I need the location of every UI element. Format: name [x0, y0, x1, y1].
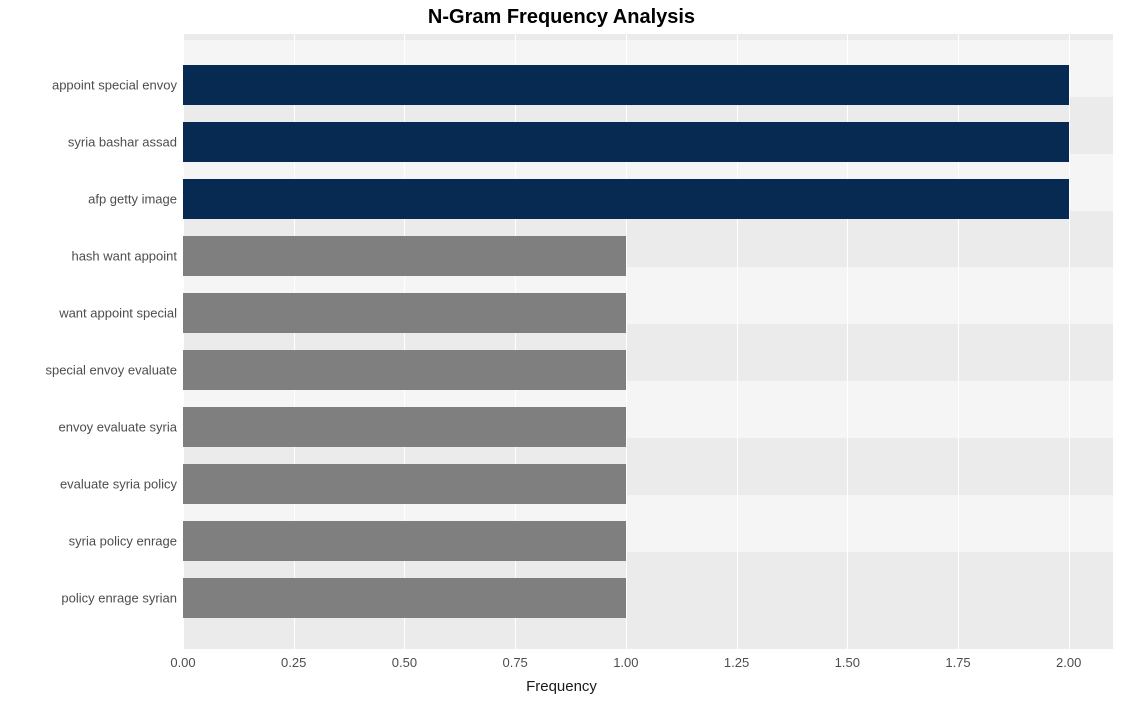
y-tick-label: want appoint special: [0, 306, 177, 321]
x-axis-title: Frequency: [0, 678, 1123, 695]
x-tick-label: 1.25: [724, 655, 749, 670]
x-tick-label: 0.75: [502, 655, 527, 670]
bar: [183, 179, 1069, 219]
bar: [183, 293, 626, 333]
x-tick-label: 1.00: [613, 655, 638, 670]
bar: [183, 464, 626, 504]
y-tick-label: special envoy evaluate: [0, 362, 177, 377]
bar: [183, 578, 626, 618]
bar: [183, 521, 626, 561]
chart-title: N-Gram Frequency Analysis: [0, 6, 1123, 29]
ngram-frequency-chart: N-Gram Frequency Analysis Frequency appo…: [0, 0, 1123, 701]
y-tick-label: syria policy enrage: [0, 533, 177, 548]
y-tick-label: policy enrage syrian: [0, 590, 177, 605]
bar: [183, 407, 626, 447]
x-tick-label: 0.50: [392, 655, 417, 670]
y-tick-label: evaluate syria policy: [0, 476, 177, 491]
gridline: [1069, 34, 1070, 649]
x-tick-label: 1.75: [945, 655, 970, 670]
y-tick-label: hash want appoint: [0, 249, 177, 264]
x-tick-label: 1.50: [835, 655, 860, 670]
y-tick-label: appoint special envoy: [0, 78, 177, 93]
y-tick-label: envoy evaluate syria: [0, 419, 177, 434]
bar: [183, 65, 1069, 105]
x-tick-label: 2.00: [1056, 655, 1081, 670]
bar: [183, 236, 626, 276]
y-tick-label: syria bashar assad: [0, 135, 177, 150]
plot-area: [183, 34, 1113, 649]
y-tick-label: afp getty image: [0, 192, 177, 207]
bar: [183, 350, 626, 390]
bar: [183, 122, 1069, 162]
x-tick-label: 0.00: [170, 655, 195, 670]
x-tick-label: 0.25: [281, 655, 306, 670]
